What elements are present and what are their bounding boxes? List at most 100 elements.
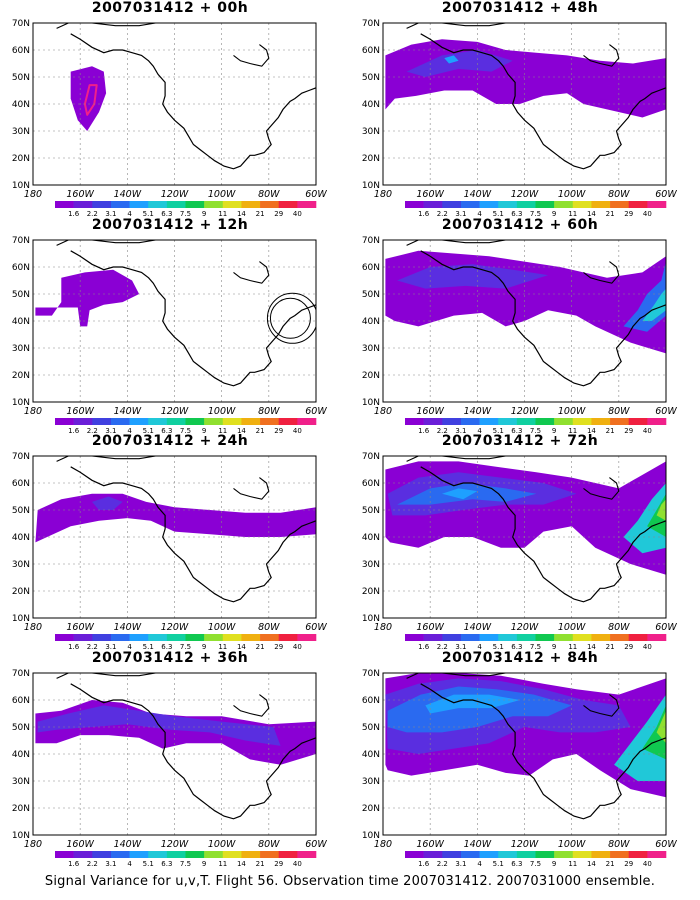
colorbar-label: 1.6 <box>418 427 430 435</box>
lon-tick-label: 100W <box>558 839 586 850</box>
colorbar-label: 9 <box>202 643 206 651</box>
coastline <box>56 673 156 679</box>
lat-tick-label: 10N <box>12 181 30 191</box>
colorbar-label: 1.6 <box>418 643 430 651</box>
colorbar-label: 14 <box>237 210 246 218</box>
lon-tick-label: 140W <box>464 189 492 200</box>
colorbar-label: 3.1 <box>105 427 116 435</box>
colorbar-label: 6.3 <box>511 860 522 868</box>
lat-tick-label: 60N <box>12 46 30 56</box>
map-frame <box>32 22 317 186</box>
colorbar-swatch <box>55 418 74 425</box>
colorbar-label: 21 <box>606 643 615 651</box>
colorbar-label: 29 <box>624 427 633 435</box>
lon-tick-label: 140W <box>464 622 492 633</box>
colorbar-swatch <box>516 201 536 208</box>
colorbar-swatch <box>148 201 168 208</box>
lon-tick-label: 140W <box>114 839 142 850</box>
coastline <box>583 694 620 717</box>
map-plot: 10N 20N 30N 40N 50N 60N 70N 180 160W 140W 120W 100W… <box>12 236 328 435</box>
panel-title: 2007031412 + 84h <box>441 650 599 666</box>
lon-tick-label: 180 <box>374 622 392 633</box>
map-plot: 10N 20N 30N 40N 50N 60N 70N 180 160W 140W 120W 100W… <box>12 669 328 868</box>
variance-region <box>397 264 549 289</box>
panel-title: 2007031412 + 72h <box>441 433 599 449</box>
map-plot: 10N 20N 30N 40N 50N 60N 70N 180 160W 140W 120W 100W… <box>362 19 678 218</box>
lat-tick-label: 30N <box>362 777 380 787</box>
colorbar-label: 4 <box>127 643 132 651</box>
lon-tick-label: 80W <box>258 622 280 633</box>
lon-tick-label: 100W <box>558 622 586 633</box>
colorbar-swatch <box>442 634 462 641</box>
lat-tick-label: 60N <box>12 479 30 489</box>
colorbar-swatch <box>55 201 74 208</box>
variance-region <box>387 686 572 733</box>
colorbar-swatch <box>222 418 242 425</box>
colorbar-swatch <box>572 418 592 425</box>
lat-tick-label: 30N <box>362 344 380 354</box>
coastline <box>56 23 156 29</box>
colorbar-label: 14 <box>587 643 596 651</box>
coastline <box>420 683 666 820</box>
colorbar-label: 5.1 <box>493 210 504 218</box>
colorbar-label: 14 <box>587 860 596 868</box>
colorbar-swatch <box>204 634 224 641</box>
lat-tick-label: 10N <box>12 614 30 624</box>
colorbar-label: 2.2 <box>87 643 98 651</box>
colorbar-label: 5.1 <box>143 643 154 651</box>
colorbar-swatch <box>442 418 462 425</box>
colorbar-swatch <box>572 851 592 858</box>
colorbar-label: 9 <box>552 427 556 435</box>
colorbar-swatch <box>204 201 224 208</box>
colorbar-swatch <box>55 634 74 641</box>
lon-tick-label: 100W <box>208 189 236 200</box>
colorbar-swatch <box>110 201 130 208</box>
variance-region <box>656 710 666 744</box>
map-panel: 10N 20N 30N 40N 50N 60N 70N 180 160W 140W 120W 100W… <box>350 0 690 218</box>
colorbar-label: 2.2 <box>87 860 98 868</box>
colorbar-label: 29 <box>624 210 633 218</box>
colorbar-label: 7.5 <box>530 427 541 435</box>
panel-title: 2007031412 + 48h <box>441 0 599 16</box>
colorbar-swatch <box>479 851 499 858</box>
colorbar-swatch <box>92 851 112 858</box>
colorbar-swatch <box>516 634 536 641</box>
colorbar-swatch <box>423 201 443 208</box>
colorbar-label: 2.2 <box>437 210 448 218</box>
lat-tick-label: 40N <box>12 317 30 327</box>
lon-tick-label: 60W <box>655 839 677 850</box>
lat-tick-label: 70N <box>12 669 30 679</box>
colorbar-label: 4 <box>127 860 132 868</box>
variance-region <box>35 269 140 327</box>
lat-tick-label: 70N <box>12 452 30 462</box>
colorbar-swatch <box>73 418 93 425</box>
colorbar-label: 6.3 <box>511 210 522 218</box>
map-plot: 10N 20N 30N 40N 50N 60N 70N 180 160W 140W 120W 100W… <box>12 452 328 651</box>
colorbar-label: 40 <box>293 210 302 218</box>
colorbar-swatch <box>610 634 630 641</box>
colorbar-swatch <box>166 634 186 641</box>
colorbar-swatch <box>204 418 224 425</box>
colorbar-swatch <box>73 851 93 858</box>
lat-tick-label: 70N <box>362 236 380 246</box>
colorbar-label: 1.6 <box>68 860 80 868</box>
colorbar-swatch <box>297 851 317 858</box>
colorbar-swatch <box>297 418 317 425</box>
lon-tick-label: 140W <box>114 189 142 200</box>
colorbar-label: 1.6 <box>418 860 430 868</box>
colorbar-label: 40 <box>293 860 302 868</box>
colorbar-swatch <box>591 201 611 208</box>
lon-tick-label: 160W <box>416 839 444 850</box>
variance-region <box>623 483 666 554</box>
colorbar-swatch <box>460 851 480 858</box>
colorbar-swatch <box>148 418 168 425</box>
colorbar-swatch <box>572 634 592 641</box>
lon-tick-label: 80W <box>608 622 630 633</box>
lat-tick-label: 50N <box>362 290 380 300</box>
colorbar-label: 3.1 <box>105 643 116 651</box>
lon-tick-label: 120W <box>161 189 189 200</box>
colorbar-label: 7.5 <box>180 210 191 218</box>
colorbar-label: 21 <box>256 210 265 218</box>
coastline <box>406 673 506 679</box>
lat-tick-label: 20N <box>12 371 30 381</box>
